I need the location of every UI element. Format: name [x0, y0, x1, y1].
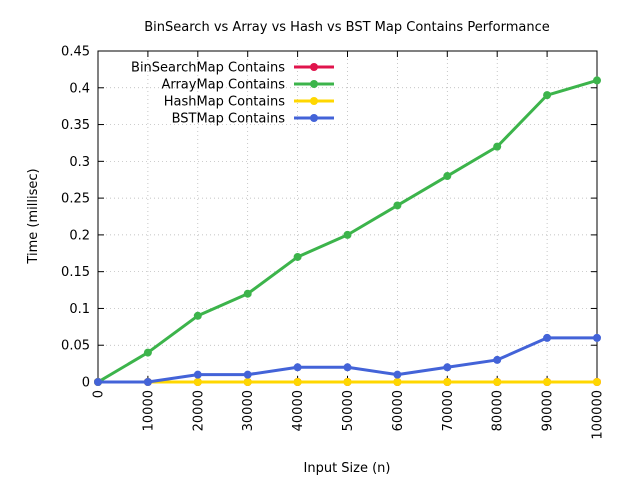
data-point-arraymap-contains: [393, 201, 402, 210]
data-point-arraymap-contains: [293, 252, 302, 261]
y-tick-label: 0.3: [69, 155, 90, 170]
data-point-arraymap-contains: [543, 91, 552, 100]
data-point-bstmap-contains: [543, 333, 552, 342]
y-tick-label: 0.05: [61, 339, 90, 354]
data-point-hashmap-contains: [193, 378, 202, 386]
data-point-arraymap-contains: [193, 311, 202, 320]
y-tick-label: 0.2: [69, 228, 90, 243]
x-tick-label: 90000: [541, 390, 556, 431]
data-point-hashmap-contains: [443, 378, 452, 386]
legend-label-arraymap-contains: ArrayMap Contains: [161, 78, 285, 93]
x-tick-label: 50000: [341, 390, 356, 431]
data-point-arraymap-contains: [593, 76, 601, 85]
legend-label-bstmap-contains: BSTMap Contains: [172, 112, 286, 127]
x-tick-label: 10000: [141, 390, 156, 431]
data-point-arraymap-contains: [243, 289, 252, 298]
y-axis: 0 0.05 0.1 0.15 0.2 0.25 0.3 0.35 0.4 0.45: [61, 45, 597, 391]
x-tick-label: 70000: [441, 390, 456, 431]
y-tick-label: 0.4: [69, 81, 90, 96]
y-tick-label: 0.35: [61, 118, 90, 133]
y-tick-label: 0.45: [61, 45, 90, 60]
legend-label-binsearchmap-contains: BinSearchMap Contains: [131, 61, 285, 76]
data-point-bstmap-contains: [443, 363, 452, 372]
x-tick-label: 30000: [241, 390, 256, 431]
legend-marker-binsearchmap-contains: [310, 63, 318, 71]
data-point-bstmap-contains: [243, 370, 252, 379]
x-tick-label: 20000: [191, 390, 206, 431]
x-tick-label: 100000: [591, 390, 606, 440]
x-tick-label: 40000: [291, 390, 306, 431]
data-point-hashmap-contains: [493, 378, 502, 386]
chart-title: BinSearch vs Array vs Hash vs BST Map Co…: [144, 20, 549, 35]
y-axis-label: Time (millisec): [26, 168, 41, 264]
data-point-hashmap-contains: [543, 378, 552, 386]
data-point-bstmap-contains: [393, 370, 402, 379]
data-point-arraymap-contains: [343, 230, 352, 239]
data-point-hashmap-contains: [393, 378, 402, 386]
data-point-hashmap-contains: [243, 378, 252, 386]
x-tick-label: 0: [92, 390, 107, 398]
data-point-bstmap-contains: [293, 363, 302, 372]
legend-label-hashmap-contains: HashMap Contains: [164, 95, 286, 110]
y-tick-label: 0: [82, 376, 90, 391]
legend: BinSearchMap Contains ArrayMap Contains Ha…: [131, 61, 334, 127]
data-point-hashmap-contains: [293, 378, 302, 386]
data-point-bstmap-contains: [343, 363, 352, 372]
data-point-bstmap-contains: [493, 355, 502, 364]
legend-marker-hashmap-contains: [310, 97, 318, 105]
data-point-hashmap-contains: [343, 378, 352, 386]
data-point-bstmap-contains: [593, 333, 601, 342]
y-tick-label: 0.25: [61, 192, 90, 207]
legend-marker-arraymap-contains: [310, 80, 318, 88]
series-layer: [94, 76, 601, 386]
data-point-bstmap-contains: [94, 378, 102, 386]
y-tick-label: 0.1: [69, 302, 90, 317]
x-axis: 0 10000 20000 30000 40000 50000 60000 70000 8000…: [92, 51, 606, 440]
data-point-arraymap-contains: [493, 142, 502, 151]
data-point-arraymap-contains: [443, 172, 452, 181]
data-point-hashmap-contains: [593, 378, 601, 386]
y-tick-label: 0.15: [61, 265, 90, 280]
x-tick-label: 60000: [391, 390, 406, 431]
legend-marker-bstmap-contains: [310, 114, 318, 122]
x-axis-label: Input Size (n): [304, 461, 391, 476]
data-point-bstmap-contains: [193, 370, 202, 379]
data-point-arraymap-contains: [143, 348, 152, 357]
data-point-bstmap-contains: [143, 378, 152, 386]
x-tick-label: 80000: [491, 390, 506, 431]
